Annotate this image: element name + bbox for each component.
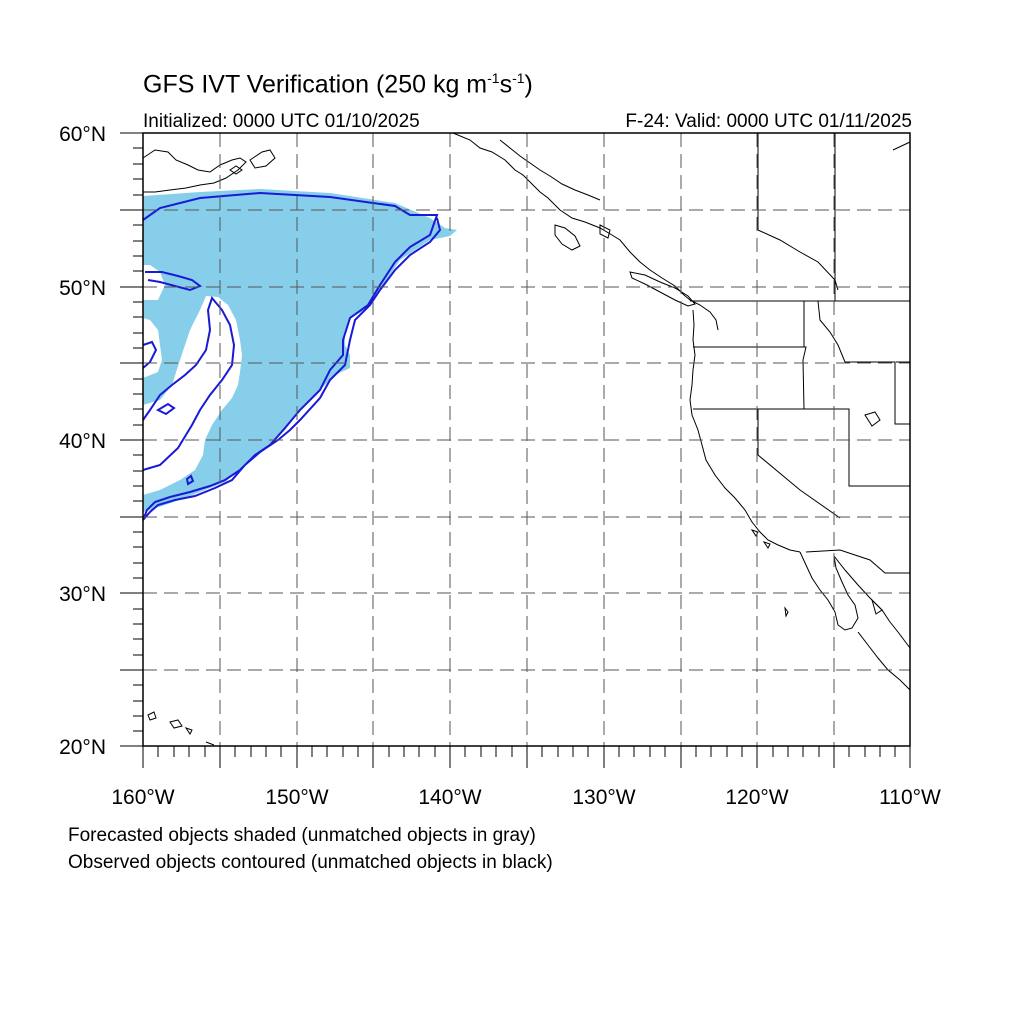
grid-lines [143,133,910,746]
lon-label-130w: 130°W [572,786,635,809]
observed-edge-segment [142,340,158,369]
minor-ticks [133,147,896,757]
legend-forecast-note: Forecasted objects shaded (unmatched obj… [68,825,536,846]
observed-mini-blob [155,402,176,416]
lon-label-110w: 110°W [879,786,941,809]
observed-object-outline [142,191,442,521]
coastlines [142,132,911,746]
lon-label-160w: 160°W [111,786,174,809]
lat-label-30: 30°N [59,583,106,606]
lat-label-50: 50°N [59,277,106,300]
valid-time: F-24: Valid: 0000 UTC 01/11/2025 [625,111,912,132]
observed-small-loop [145,271,203,292]
axis-ticks [120,132,911,768]
lon-label-140w: 140°W [418,786,481,809]
lat-label-60: 60°N [59,123,106,146]
lon-label-150w: 150°W [265,786,328,809]
lat-label-20: 20°N [59,736,106,759]
lat-label-40: 40°N [59,430,106,453]
observed-inner-loop [142,295,236,471]
lon-label-120w: 120°W [725,786,788,809]
observed-dot [185,474,195,486]
observed-contours [142,191,442,521]
legend-observed-note: Observed objects contoured (unmatched ob… [68,852,553,873]
forecast-object [143,189,457,512]
chart-title: GFS IVT Verification (250 kg m-1s-1) [143,70,533,99]
initialized-time: Initialized: 0000 UTC 01/10/2025 [143,111,420,132]
